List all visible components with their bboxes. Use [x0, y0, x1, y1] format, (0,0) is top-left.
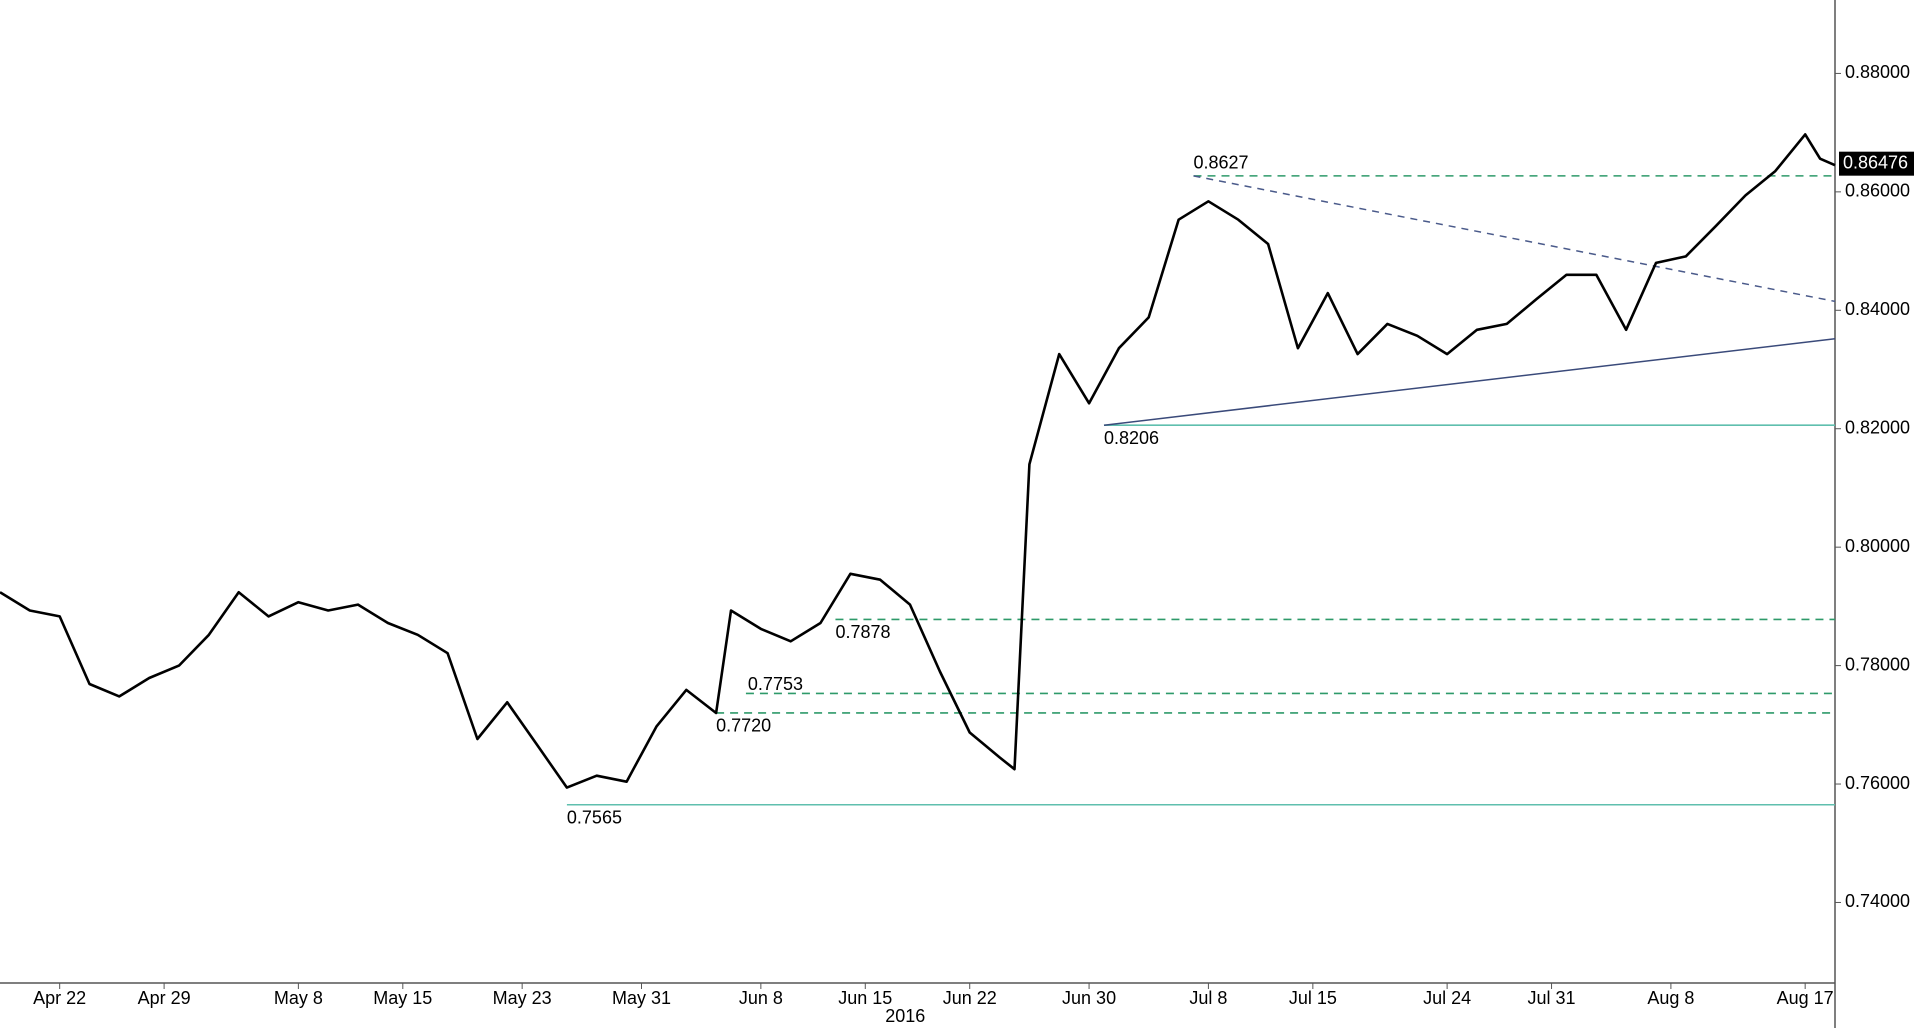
- x-tick-label: Apr 22: [33, 988, 86, 1008]
- y-tick-label: 0.80000: [1845, 536, 1910, 556]
- level-label: 0.8627: [1193, 153, 1248, 173]
- x-tick-label: Aug 8: [1647, 988, 1694, 1008]
- level-label: 0.7878: [835, 622, 890, 642]
- y-tick-label: 0.74000: [1845, 891, 1910, 911]
- y-tick-label: 0.86000: [1845, 181, 1910, 201]
- x-tick-label: May 23: [493, 988, 552, 1008]
- x-tick-label: Apr 29: [138, 988, 191, 1008]
- y-tick-label: 0.78000: [1845, 654, 1910, 674]
- level-label: 0.7753: [748, 674, 803, 694]
- price-line: [0, 133, 1836, 789]
- level-label: 0.7565: [567, 808, 622, 828]
- x-tick-label: May 15: [373, 988, 432, 1008]
- x-tick-label: May 31: [612, 988, 671, 1008]
- x-tick-label: Jul 31: [1528, 988, 1576, 1008]
- x-tick-label: Jun 15: [838, 988, 892, 1008]
- y-tick-label: 0.76000: [1845, 773, 1910, 793]
- x-tick-label: Jul 24: [1423, 988, 1471, 1008]
- x-tick-label: Jul 8: [1189, 988, 1227, 1008]
- y-tick-label: 0.84000: [1845, 299, 1910, 319]
- level-label: 0.8206: [1104, 428, 1159, 448]
- last-price-box: [1839, 151, 1914, 176]
- trend-line: [1193, 175, 1836, 303]
- x-tick-label: Jun 8: [739, 988, 783, 1008]
- trend-line: [1103, 337, 1836, 426]
- x-tick-label: May 8: [274, 988, 323, 1008]
- x-tick-label: Jul 15: [1289, 988, 1337, 1008]
- y-tick-label: 0.82000: [1845, 417, 1910, 437]
- x-tick-label: Aug 17: [1777, 988, 1834, 1008]
- level-label: 0.7720: [716, 716, 771, 736]
- x-tick-label: Jun 22: [943, 988, 997, 1008]
- year-label: 2016: [885, 1006, 925, 1026]
- last-price-label: 0.86476: [1843, 152, 1908, 172]
- y-tick-label: 0.88000: [1845, 62, 1910, 82]
- x-tick-label: Jun 30: [1062, 988, 1116, 1008]
